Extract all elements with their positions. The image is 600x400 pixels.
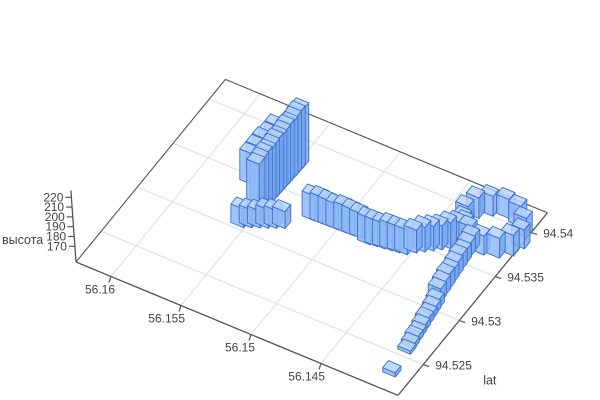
lon-tick-label: 56.145 (288, 370, 325, 384)
grid-line-lat (136, 186, 460, 322)
lat-axis-title: lat (483, 374, 497, 388)
lat-tick (531, 232, 538, 236)
box-right-face (416, 223, 423, 254)
z-tick-label: 220 (43, 190, 63, 204)
box-right-face (424, 219, 432, 253)
track-box (271, 199, 292, 230)
track-box (397, 338, 417, 355)
lat-tick-label: 94.54 (543, 227, 573, 241)
lon-tick-label: 56.15 (225, 341, 255, 355)
box-right-face (433, 219, 440, 252)
lon-tick (178, 305, 182, 312)
lat-tick (459, 320, 466, 324)
floor-back-left-edge (75, 79, 226, 263)
grid-line-lon (110, 93, 261, 277)
lon-tick (108, 276, 112, 283)
z-tick-label: 210 (44, 200, 64, 214)
lat-tick (423, 364, 430, 368)
box-left-face (403, 224, 417, 254)
z-axis-title: высота (2, 233, 43, 247)
z-tick-label: 170 (47, 239, 67, 253)
lat-tick (495, 276, 502, 280)
track-box (486, 225, 506, 259)
box-right-face (513, 228, 520, 257)
lon-tick (248, 334, 252, 341)
z-tick-label: 190 (45, 220, 65, 234)
box-right-face (284, 204, 292, 230)
track-box (382, 360, 402, 378)
lon-tick (318, 363, 322, 370)
box-right-face (499, 231, 506, 259)
z-tick-label: 180 (46, 230, 66, 244)
lat-tick-label: 94.525 (435, 359, 472, 373)
box-right-face (409, 343, 417, 355)
z-tick-label: 200 (45, 210, 65, 224)
lon-axis-line (75, 261, 399, 397)
lon-tick-label: 56.155 (148, 312, 185, 326)
track-boxes (230, 97, 533, 378)
lat-tick-label: 94.535 (507, 271, 544, 285)
box-right-face (441, 218, 449, 251)
lat-tick-label: 94.53 (471, 315, 501, 329)
box-right-face (478, 190, 486, 219)
grid-line-lat (100, 230, 424, 366)
lon-tick-label: 56.16 (85, 283, 115, 297)
track-box (403, 217, 423, 254)
box-right-face (523, 222, 531, 250)
box-right-face (394, 365, 402, 378)
